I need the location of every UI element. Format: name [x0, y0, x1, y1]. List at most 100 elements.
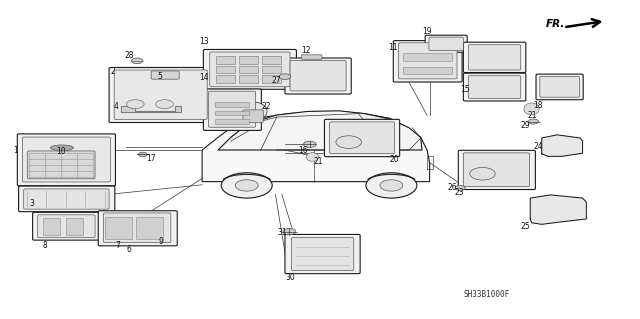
Polygon shape: [216, 75, 235, 83]
Text: 25: 25: [520, 222, 530, 231]
Text: 28: 28: [124, 51, 134, 60]
FancyBboxPatch shape: [209, 91, 255, 127]
Text: 21: 21: [527, 111, 537, 120]
FancyBboxPatch shape: [291, 238, 354, 271]
Polygon shape: [218, 111, 422, 150]
FancyBboxPatch shape: [290, 61, 346, 91]
Polygon shape: [216, 102, 248, 107]
FancyBboxPatch shape: [425, 35, 467, 52]
FancyBboxPatch shape: [468, 76, 521, 99]
Text: 15: 15: [460, 85, 470, 94]
Text: 23: 23: [454, 188, 464, 197]
Polygon shape: [216, 56, 235, 64]
Text: 5: 5: [157, 72, 162, 81]
Circle shape: [126, 100, 144, 108]
FancyBboxPatch shape: [324, 119, 399, 157]
Text: FR.: FR.: [546, 19, 566, 28]
FancyBboxPatch shape: [22, 137, 110, 182]
FancyBboxPatch shape: [243, 110, 263, 122]
Text: 30: 30: [286, 273, 296, 282]
Polygon shape: [202, 112, 429, 182]
FancyBboxPatch shape: [204, 89, 261, 130]
FancyBboxPatch shape: [17, 134, 115, 186]
FancyBboxPatch shape: [463, 153, 530, 186]
FancyBboxPatch shape: [458, 150, 536, 189]
FancyBboxPatch shape: [24, 189, 109, 209]
Ellipse shape: [524, 103, 540, 115]
Text: 20: 20: [389, 155, 399, 164]
Circle shape: [303, 141, 316, 147]
Polygon shape: [216, 119, 248, 124]
Ellipse shape: [51, 145, 74, 151]
Circle shape: [380, 180, 403, 191]
FancyBboxPatch shape: [536, 74, 583, 100]
Text: 1: 1: [13, 145, 18, 154]
Circle shape: [283, 228, 296, 235]
FancyBboxPatch shape: [33, 212, 100, 240]
FancyBboxPatch shape: [38, 215, 95, 238]
Text: 3: 3: [29, 199, 35, 208]
FancyBboxPatch shape: [330, 122, 394, 153]
Polygon shape: [239, 56, 258, 64]
FancyBboxPatch shape: [429, 37, 463, 50]
FancyBboxPatch shape: [540, 76, 579, 97]
Circle shape: [470, 167, 495, 180]
Circle shape: [156, 100, 173, 108]
Polygon shape: [262, 75, 281, 83]
Text: 13: 13: [199, 37, 209, 46]
Text: 4: 4: [114, 102, 118, 111]
Polygon shape: [121, 106, 181, 112]
FancyBboxPatch shape: [394, 41, 462, 82]
FancyBboxPatch shape: [28, 151, 95, 179]
Ellipse shape: [239, 102, 267, 121]
FancyBboxPatch shape: [285, 58, 351, 94]
FancyBboxPatch shape: [468, 45, 521, 70]
FancyBboxPatch shape: [301, 55, 322, 59]
FancyBboxPatch shape: [19, 186, 115, 212]
Ellipse shape: [306, 153, 319, 161]
Polygon shape: [262, 56, 281, 64]
Polygon shape: [136, 217, 163, 239]
FancyBboxPatch shape: [204, 49, 296, 89]
Polygon shape: [403, 67, 452, 75]
Text: 8: 8: [42, 241, 47, 250]
Text: 9: 9: [158, 237, 163, 246]
Text: 29: 29: [520, 121, 530, 130]
Text: 18: 18: [533, 100, 543, 110]
Circle shape: [529, 119, 539, 124]
Circle shape: [279, 74, 291, 79]
Text: 14: 14: [199, 73, 209, 82]
Polygon shape: [403, 53, 452, 61]
Text: 24: 24: [533, 142, 543, 151]
FancyBboxPatch shape: [285, 234, 360, 274]
Text: 16: 16: [299, 146, 308, 155]
FancyBboxPatch shape: [398, 43, 457, 79]
FancyBboxPatch shape: [103, 213, 171, 243]
Polygon shape: [239, 75, 258, 83]
Circle shape: [236, 180, 258, 191]
Polygon shape: [531, 195, 586, 224]
Polygon shape: [105, 217, 132, 239]
FancyBboxPatch shape: [114, 70, 207, 119]
Polygon shape: [239, 66, 258, 73]
Circle shape: [366, 173, 417, 198]
Circle shape: [221, 173, 272, 198]
FancyBboxPatch shape: [210, 52, 290, 87]
Text: 7: 7: [115, 241, 120, 250]
Text: 22: 22: [261, 102, 271, 111]
Polygon shape: [216, 66, 235, 73]
FancyBboxPatch shape: [463, 73, 526, 101]
Circle shape: [138, 152, 147, 157]
Text: 2: 2: [111, 67, 115, 76]
Polygon shape: [67, 218, 83, 235]
FancyBboxPatch shape: [99, 211, 177, 246]
Polygon shape: [43, 218, 60, 235]
Text: 17: 17: [147, 154, 156, 163]
Circle shape: [336, 136, 362, 148]
Text: 21: 21: [314, 157, 323, 166]
Text: SH33B1000F: SH33B1000F: [464, 290, 510, 299]
Text: 12: 12: [301, 46, 311, 55]
Text: 27: 27: [272, 76, 282, 85]
Polygon shape: [262, 66, 281, 73]
FancyBboxPatch shape: [463, 42, 526, 72]
